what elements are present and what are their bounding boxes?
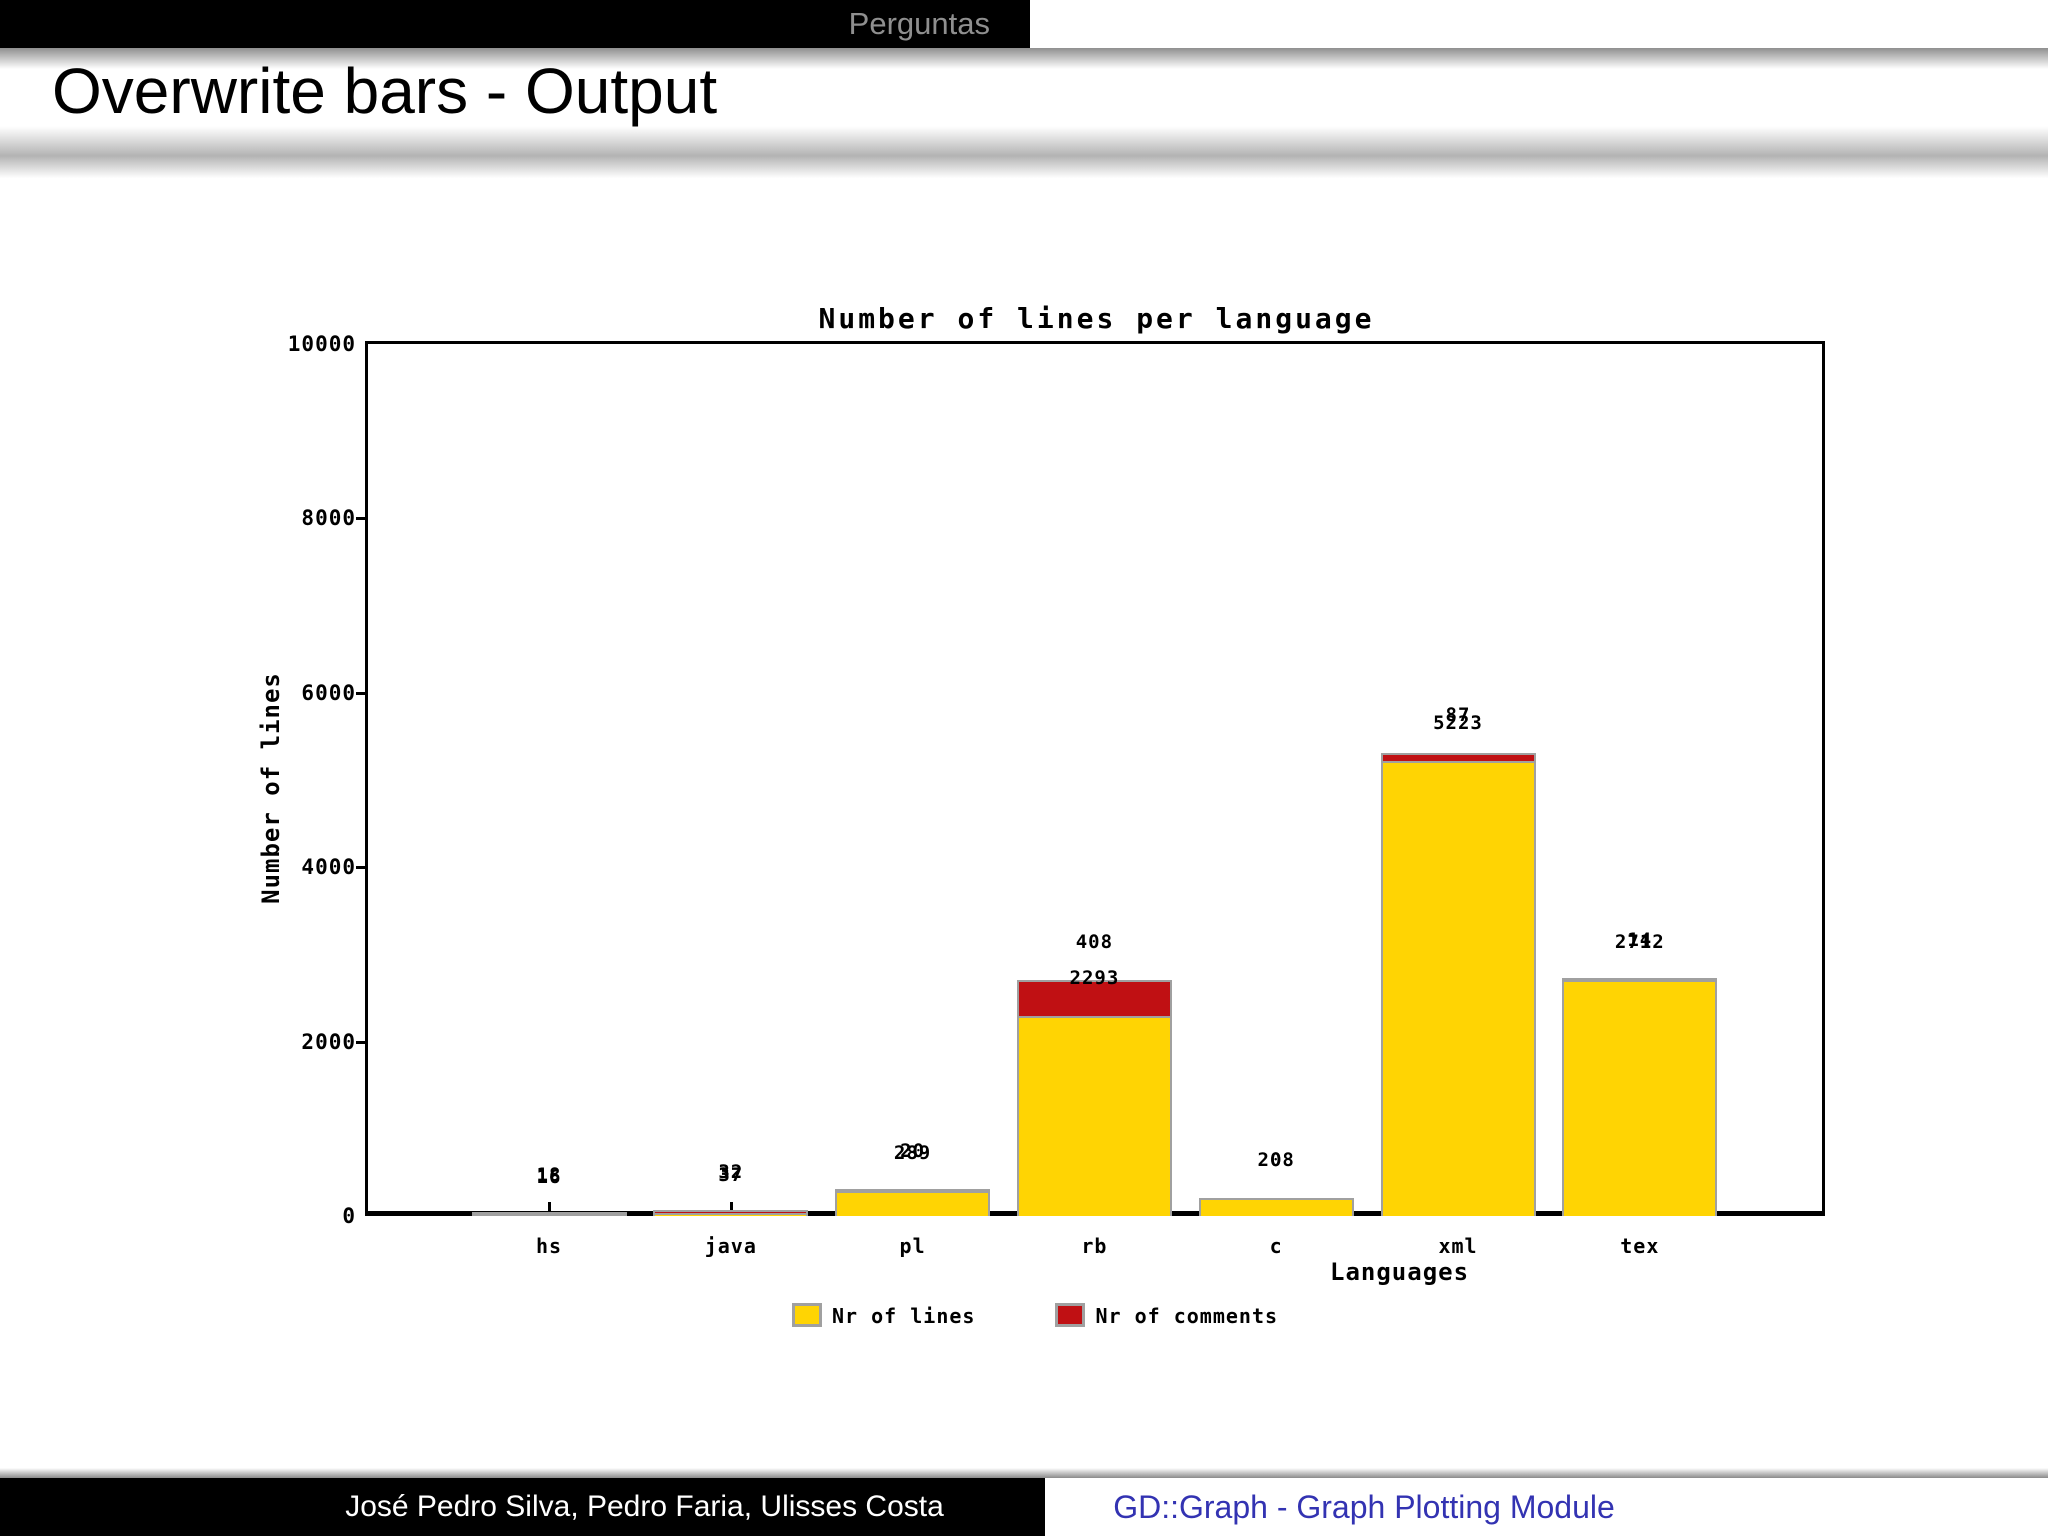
x-category-label: pl [899, 1234, 926, 1258]
x-category-label: hs [535, 1234, 563, 1258]
y-tick-label: 0 [342, 1204, 356, 1228]
bar-value-label-lines: 2293 [1069, 967, 1120, 990]
bar-lines-segment [1380, 761, 1536, 1216]
bar-comments-segment [1016, 980, 1172, 1016]
bar-value-label-comments: 32 [718, 1160, 744, 1183]
y-tick-mark [356, 691, 366, 695]
y-tick-label: 4000 [301, 855, 356, 880]
legend-item-comments: Nr of comments [1055, 1303, 1278, 1329]
x-category-label: java [704, 1234, 757, 1258]
bar-lines-segment [835, 1191, 991, 1216]
bar-value-label-comments: 408 [1075, 931, 1114, 954]
title-gradient-band [0, 48, 2048, 188]
x-axis-title: Languages [1330, 1258, 1470, 1286]
y-tick-label: 10000 [287, 332, 356, 356]
header-tab-label: Perguntas [848, 6, 990, 41]
legend-swatch-comments [1055, 1303, 1086, 1327]
chart-title: Number of lines per language [818, 302, 1375, 335]
bar-value-label-lines: 289 [893, 1141, 932, 1164]
x-category-label: rb [1081, 1234, 1108, 1258]
bar-value-label-lines: 37 [718, 1163, 744, 1186]
bar-value-label-comments: 0 [1269, 1148, 1283, 1171]
x-category-label: c [1269, 1234, 1283, 1258]
bar-lines-segment [471, 1214, 627, 1216]
legend-label-comments: Nr of comments [1095, 1304, 1279, 1328]
legend-item-lines: Nr of lines [792, 1303, 975, 1329]
bar-value-label-lines: 208 [1257, 1148, 1295, 1171]
bar-value-label-lines: 2712 [1614, 930, 1665, 953]
bar-value-label-comments: 87 [1445, 703, 1471, 726]
bar-lines-segment [1016, 1016, 1172, 1216]
bar-value-label-comments: 14 [1627, 929, 1653, 952]
footer-authors: José Pedro Silva, Pedro Faria, Ulisses C… [0, 1478, 1045, 1536]
x-tick-mark [729, 1202, 733, 1216]
header-tab: Perguntas [0, 0, 1030, 48]
y-tick-label: 6000 [301, 680, 356, 705]
x-category-label: xml [1438, 1234, 1478, 1258]
bar-value-label-comments: 20 [900, 1140, 926, 1163]
footer-gradient-band [0, 1468, 2048, 1478]
y-tick-label: 8000 [301, 506, 356, 531]
y-tick-mark [356, 1040, 366, 1044]
footer-bar: José Pedro Silva, Pedro Faria, Ulisses C… [0, 1478, 2048, 1536]
bar-comments-segment [653, 1210, 809, 1213]
bar-comments-segment [835, 1189, 991, 1191]
y-tick-mark [356, 517, 366, 521]
bar-comments-segment [471, 1212, 627, 1214]
y-tick-mark [356, 866, 366, 870]
bar-value-label-comments: 18 [536, 1164, 562, 1187]
page-title: Overwrite bars - Output [52, 55, 718, 127]
y-tick-label: 2000 [301, 1029, 356, 1054]
legend-label-lines: Nr of lines [832, 1304, 976, 1328]
bar-lines-segment [653, 1213, 809, 1216]
bar-value-label-lines: 16 [536, 1165, 562, 1188]
bar-comments-segment [1562, 978, 1718, 980]
bar-lines-segment [1562, 980, 1718, 1216]
chart-legend: Nr of lines Nr of comments [792, 1303, 1278, 1329]
x-tick-mark [548, 1202, 551, 1216]
bar-value-label-lines: 5223 [1433, 711, 1483, 734]
bar-comments-segment [1380, 753, 1536, 761]
x-category-label: tex [1620, 1234, 1660, 1258]
legend-swatch-lines [792, 1303, 822, 1327]
bar-lines-segment [1198, 1198, 1354, 1216]
footer-module-title: GD::Graph - Graph Plotting Module [1113, 1489, 1615, 1525]
y-axis-title: Number of lines [257, 672, 285, 904]
